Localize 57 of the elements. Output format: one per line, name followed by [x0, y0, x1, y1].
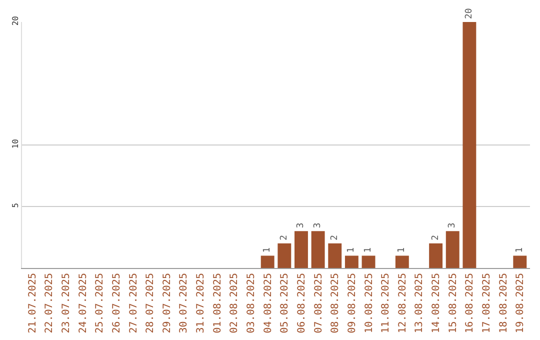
- x-tick-label: 03.08.2025: [246, 273, 258, 334]
- bar: [446, 231, 460, 268]
- x-tick-label: 21.07.2025: [27, 273, 38, 334]
- data-label: 20: [464, 8, 474, 19]
- x-tick-label: 05.08.2025: [280, 273, 291, 334]
- data-label: 1: [346, 247, 357, 253]
- x-tick-label: 17.08.2025: [482, 273, 493, 334]
- bar: [311, 231, 325, 268]
- data-label: 3: [448, 222, 458, 228]
- x-tick-label: 02.08.2025: [229, 273, 240, 334]
- x-tick-label: 23.07.2025: [60, 273, 72, 334]
- x-tick-label: 06.08.2025: [296, 273, 308, 334]
- bar: [513, 256, 527, 268]
- y-tick-label: 20: [10, 16, 20, 26]
- bar: [395, 256, 409, 268]
- bar: [328, 243, 342, 268]
- x-tick-label: 11.08.2025: [380, 273, 392, 334]
- bar: [260, 256, 274, 268]
- x-tick-label: 29.07.2025: [162, 273, 173, 334]
- x-tick-label: 18.08.2025: [498, 273, 510, 334]
- x-tick-label: 10.08.2025: [364, 273, 375, 334]
- x-tick-label: 15.08.2025: [448, 273, 459, 334]
- x-tick-label: 24.07.2025: [78, 273, 89, 334]
- x-tick-label: 08.08.2025: [330, 273, 342, 334]
- x-tick-label: 28.07.2025: [145, 273, 156, 334]
- x-tick-label: 27.07.2025: [128, 273, 140, 334]
- data-label: 1: [364, 247, 374, 253]
- data-label: 2: [430, 234, 441, 240]
- x-tick-label: 19.08.2025: [515, 273, 526, 334]
- x-tick-label: 22.07.2025: [44, 273, 56, 334]
- data-label: 2: [279, 234, 290, 240]
- x-tick-label: 26.07.2025: [111, 273, 122, 334]
- x-tick-label: 12.08.2025: [397, 273, 408, 334]
- bar: [294, 231, 308, 268]
- data-label: 1: [262, 247, 273, 253]
- y-tick-label: 10: [10, 138, 20, 149]
- bar: [429, 243, 443, 268]
- x-tick-label: 30.07.2025: [178, 273, 190, 334]
- bar: [462, 22, 476, 268]
- x-tick-label: 25.07.2025: [94, 273, 106, 334]
- x-tick-label: 07.08.2025: [313, 273, 324, 334]
- x-tick-label: 13.08.2025: [414, 273, 426, 334]
- data-label: 1: [397, 247, 408, 253]
- data-label: 3: [296, 222, 306, 228]
- data-label: 3: [313, 222, 324, 228]
- x-tick-label: 09.08.2025: [346, 273, 358, 334]
- x-tick-label: 31.07.2025: [196, 273, 207, 334]
- x-tick-label: 14.08.2025: [431, 273, 442, 334]
- bar: [278, 243, 292, 268]
- x-tick-label: 04.08.2025: [262, 273, 274, 334]
- bar: [344, 256, 358, 268]
- bar: [362, 256, 376, 268]
- y-tick-label: 5: [10, 202, 20, 208]
- data-label: 2: [330, 234, 340, 240]
- x-tick-label: 01.08.2025: [212, 273, 224, 334]
- x-tick-label: 16.08.2025: [464, 273, 476, 334]
- data-label: 1: [514, 247, 525, 253]
